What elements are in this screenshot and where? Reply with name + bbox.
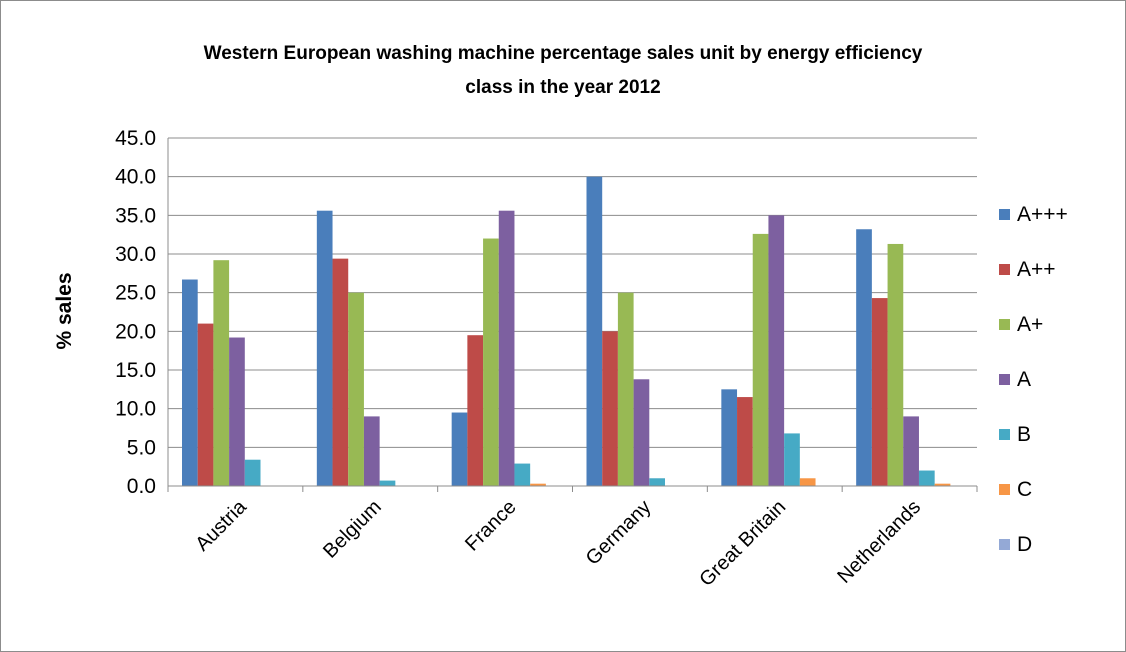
bar-aplusplusplus-great-britain: [721, 389, 738, 486]
bar-a-netherlands: [903, 416, 919, 486]
y-axis-label: % sales: [53, 272, 76, 349]
y-axis-ticks: 0.0 5.0 10.0 15.0 20.0 25.0 30.0 35.0 40.0 45.0: [115, 127, 156, 498]
bar-aplusplusplus-belgium: [316, 210, 333, 486]
bar-b-netherlands: [918, 470, 935, 486]
bar-aplus-great-britain: [752, 233, 769, 486]
legend-label: C: [1017, 478, 1032, 501]
y-tick-label: 30.0: [115, 243, 156, 266]
bar-aplusplus-netherlands: [871, 298, 888, 486]
bar-a-belgium: [363, 416, 380, 486]
bar-b-great-britain: [784, 433, 800, 486]
bar-c-great-britain: [799, 478, 816, 486]
bar-aplusplusplus-germany: [586, 176, 603, 486]
x-category-label: France: [461, 496, 521, 556]
bar-b-germany: [649, 478, 665, 486]
x-category-label: Netherlands: [833, 496, 925, 588]
bar-aplusplusplus-netherlands: [856, 229, 872, 486]
y-tick-label: 10.0: [115, 398, 156, 421]
legend-label: A+: [1017, 313, 1043, 336]
legend-label: A+++: [1017, 203, 1068, 226]
bar-aplusplusplus-france: [451, 412, 468, 486]
y-tick-label: 5.0: [127, 436, 156, 459]
bar-a-great-britain: [768, 215, 785, 487]
bar-aplus-france: [483, 238, 499, 486]
x-axis: [167, 485, 978, 492]
bar-b-austria: [244, 459, 261, 486]
bar-aplus-germany: [617, 292, 634, 486]
bar-aplus-austria: [213, 260, 230, 486]
legend: A+++ A++ A+ A B C D: [999, 203, 1068, 556]
bar-aplus-belgium: [348, 292, 364, 486]
bars: [182, 176, 951, 487]
legend-swatch: [999, 374, 1010, 385]
gridlines: [167, 137, 977, 487]
bar-aplus-netherlands: [887, 243, 904, 486]
legend-swatch: [999, 264, 1010, 275]
legend-swatch: [999, 319, 1010, 330]
bar-a-germany: [633, 379, 650, 486]
y-tick-label: 40.0: [115, 166, 156, 189]
y-tick-label: 0.0: [127, 475, 156, 498]
y-tick-label: 20.0: [115, 320, 156, 343]
y-tick-label: 35.0: [115, 204, 156, 227]
legend-label: A: [1017, 368, 1031, 391]
legend-label: D: [1017, 533, 1032, 556]
legend-swatch: [999, 209, 1010, 220]
bar-aplusplus-france: [467, 335, 484, 486]
x-category-label: Belgium: [319, 496, 386, 563]
bar-aplusplus-austria: [197, 323, 214, 486]
legend-swatch: [999, 429, 1010, 440]
bar-aplusplusplus-austria: [182, 279, 198, 486]
x-category-label: Great Britain: [695, 496, 790, 591]
bar-c-france: [530, 483, 546, 486]
bar-b-france: [514, 463, 531, 486]
legend-swatch: [999, 539, 1010, 550]
y-tick-label: 25.0: [115, 282, 156, 305]
bar-a-austria: [229, 337, 245, 486]
legend-label: A++: [1017, 258, 1056, 281]
bar-aplusplus-germany: [602, 331, 618, 486]
legend-label: B: [1017, 423, 1031, 446]
x-axis-categories: Austria Belgium France Germany Great Britain…: [191, 495, 925, 591]
bar-aplusplus-belgium: [332, 258, 349, 486]
bar-c-netherlands: [934, 483, 951, 486]
x-category-label: Germany: [582, 496, 656, 570]
bar-aplusplus-great-britain: [737, 397, 753, 486]
bar-b-belgium: [379, 480, 396, 486]
chart-title-line-2: class in the year 2012: [465, 77, 660, 98]
legend-swatch: [999, 484, 1010, 495]
chart-title-line-1: Western European washing machine percent…: [204, 43, 923, 64]
y-tick-label: 15.0: [115, 359, 156, 382]
x-category-label: Austria: [191, 495, 251, 555]
y-tick-label: 45.0: [115, 127, 156, 150]
bar-a-france: [498, 210, 515, 486]
